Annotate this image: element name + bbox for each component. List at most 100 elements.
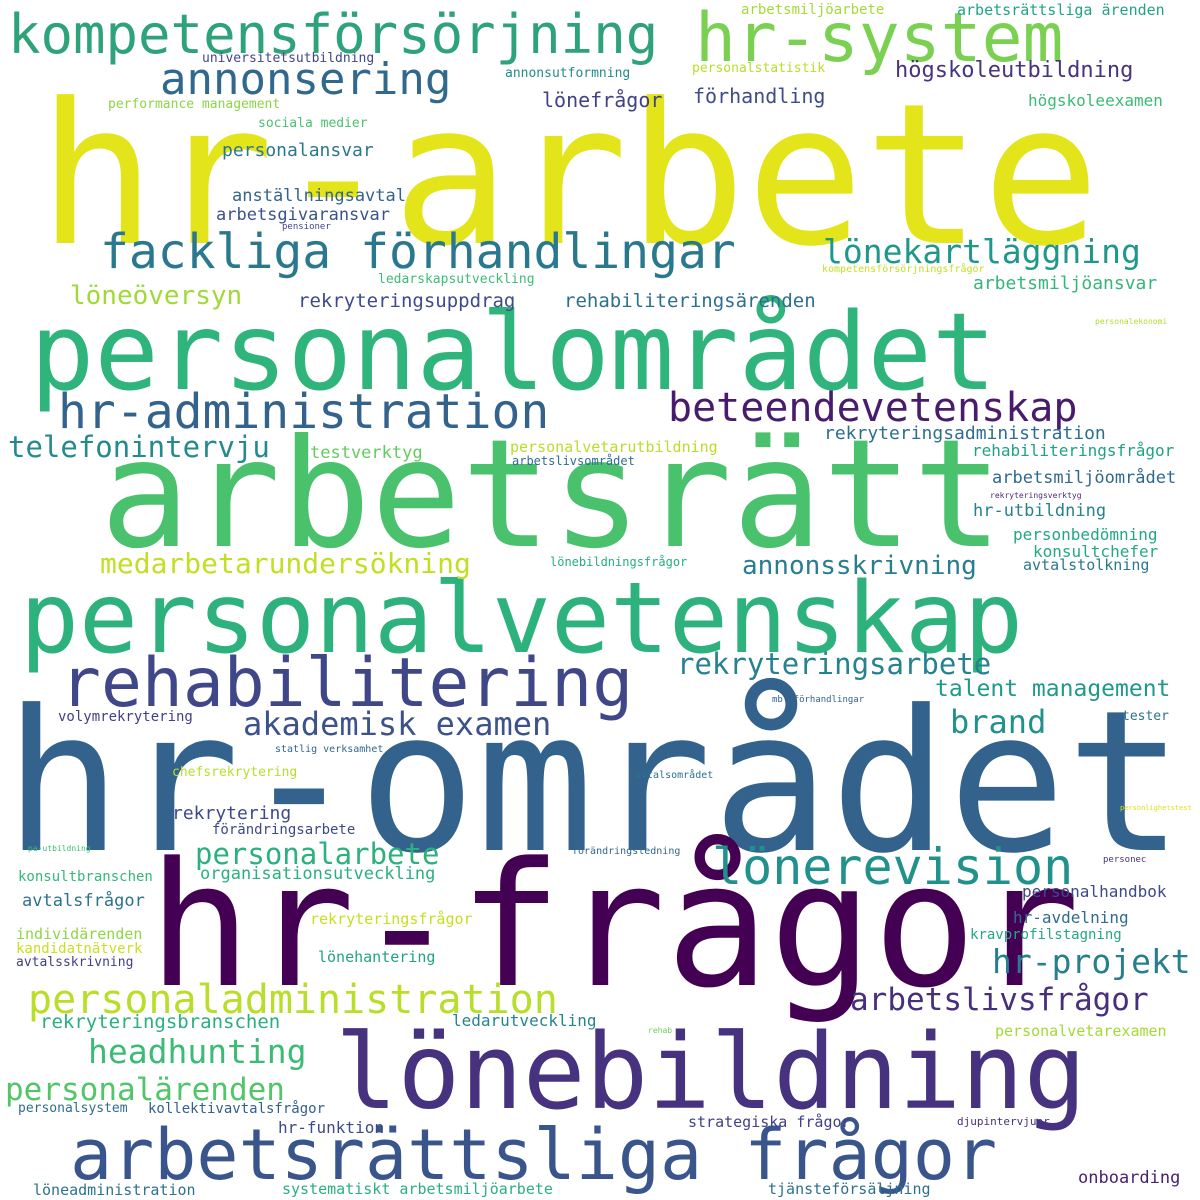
word-hr-utbildning: hr-utbildning (973, 501, 1107, 521)
word-individarenden: individärenden (16, 925, 143, 943)
word-rehab: rehab (648, 1026, 673, 1035)
word-systematiskt-arbetsmiljoarbete: systematiskt arbetsmiljöarbete (282, 1180, 553, 1198)
word-universitetsutbildning: universitetsutbildning (202, 51, 375, 66)
word-hr-arbete: hr-arbete (38, 62, 1101, 290)
word-rehabiliteringsfragor: rehabiliteringsfrågor (972, 441, 1175, 460)
word-arbetsrattsliga-arenden: arbetsrättsliga ärenden (957, 1, 1165, 19)
word-testverktyg: testverktyg (310, 443, 423, 463)
word-annonsskrivning: annonsskrivning (742, 551, 977, 581)
word-akademisk-examen: akademisk examen (243, 705, 552, 743)
word-rekryteringsuppdrag: rekryteringsuppdrag (298, 290, 516, 312)
word-personalvetenskap: personalvetenskap (20, 562, 1024, 676)
word-personalvetarutbildning: personalvetarutbildning (510, 438, 718, 456)
word-medarbetarundersokning: medarbetarundersökning (100, 547, 471, 580)
word-forhandling: förhandling (693, 84, 826, 108)
word-kravprofilstagning: kravprofilstagning (970, 927, 1122, 943)
word-hr-avdelning: hr-avdelning (1013, 908, 1129, 927)
word-arbetslivsomradet: arbetslivsområdet (512, 454, 635, 468)
word-organisationsutveckling: organisationsutveckling (200, 864, 436, 884)
word-forandringsledning: förändringsledning (572, 846, 681, 857)
word-avtalstolkning: avtalstolkning (1023, 556, 1150, 574)
word-rekryteringsadministration: rekryteringsadministration (824, 423, 1106, 444)
word-ledarutveckling: ledarutveckling (452, 1011, 597, 1030)
word-talent-management: talent management (935, 676, 1171, 702)
word-djupintervjuer: djupintervjuer (957, 1115, 1050, 1128)
word-rekrytering: rekrytering (172, 803, 292, 824)
word-fackliga-forhandlingar: fackliga förhandlingar (100, 224, 736, 280)
word-lonehantering: lönehantering (318, 948, 436, 966)
word-brand: brand (950, 703, 1047, 741)
word-tester: tester (1122, 709, 1169, 724)
word-statlig-verksamhet: statlig verksamhet (275, 744, 384, 755)
word-lonefragor: lönefrågor (542, 88, 663, 112)
word-telefonintervju: telefonintervju (8, 430, 270, 464)
word-strategiska-fragor: strategiska frågor (688, 1113, 851, 1131)
word-forandringsarbete: förändringsarbete (212, 822, 356, 838)
word-kollektivavtalsfragor: kollektivavtalsfrågor (148, 1101, 326, 1117)
word-personec: personec (1103, 855, 1147, 865)
word-personalomradet: personalområdet (30, 291, 997, 415)
word-arbetsratt: arbetsrätt (100, 408, 1004, 582)
word-rekryteringsarbete: rekryteringsarbete (677, 647, 992, 681)
word-konsultchefer: konsultchefer (1033, 542, 1159, 561)
word-hr-fragor: hr-frågor (148, 825, 1080, 1026)
word-lonebildning: lönebildning (335, 1011, 1087, 1133)
word-sociala-medier: sociala medier (258, 116, 368, 131)
word-kompetensforsorjning: kompetensförsörjning (8, 3, 659, 66)
word-pa-utbildning: pa-utbildning (28, 844, 91, 853)
word-rekryteringsfragor: rekryteringsfrågor (310, 910, 473, 928)
word-arbetsmiljoansvar: arbetsmiljöansvar (973, 273, 1158, 294)
word-annonsering: annonsering (160, 54, 452, 105)
word-personalarenden: personalärenden (5, 1072, 285, 1108)
word-hr-funktion: hr-funktion (278, 1118, 384, 1137)
word-loneoversyn: löneöversyn (70, 281, 243, 311)
word-avtalsfragor: avtalsfrågor (22, 891, 145, 911)
word-kandidatnatverk: kandidatnätverk (16, 941, 143, 957)
word-anstallningsavtal: anställningsavtal (232, 186, 406, 206)
word-personalekonomi: personalekonomi (1095, 317, 1168, 326)
word-konsultbranschen: konsultbranschen (18, 869, 153, 885)
word-performance-management: performance management (108, 97, 281, 112)
word-personalhandbok: personalhandbok (1022, 882, 1167, 901)
word-personalansvar: personalansvar (222, 140, 374, 161)
word-lonerevision: lönerevision (712, 838, 1074, 896)
word-ledarskapsutveckling: ledarskapsutveckling (378, 272, 535, 287)
word-mbl-forhandlingar: mbl-förhandlingar (772, 695, 865, 705)
word-loneadministration: löneadministration (33, 1181, 196, 1199)
word-arbetsmiljoomradet: arbetsmiljöområdet (992, 468, 1177, 488)
word-hr-administration: hr-administration (58, 384, 550, 440)
word-kompetensforsorjningsfragor: kompetensförsörjningsfrågor (822, 264, 985, 275)
word-arbetslivsfragor: arbetslivsfrågor (850, 982, 1149, 1018)
word-hr-system: hr-system (695, 0, 1064, 78)
word-hr-projekt: hr-projekt (992, 942, 1191, 981)
word-rehabiliteringsarenden: rehabiliteringsärenden (564, 290, 816, 312)
word-personalstatistik: personalstatistik (692, 61, 826, 76)
word-headhunting: headhunting (88, 1032, 307, 1071)
word-personlighetstest: personlighetstest (1120, 804, 1192, 812)
word-arbetsrattsliga-fragor: arbetsrättsliga frågor (70, 1114, 998, 1196)
word-arbetsgivaransvar: arbetsgivaransvar (216, 205, 390, 225)
word-volymrekrytering: volymrekrytering (58, 709, 193, 725)
word-personalvetarexamen: personalvetarexamen (995, 1022, 1167, 1040)
word-personaladministration: personaladministration (28, 977, 558, 1023)
word-pensioner: pensioner (282, 222, 331, 232)
word-arbetsmiljoarbete: arbetsmiljöarbete (741, 2, 885, 18)
word-personalarbete: personalarbete (195, 837, 440, 871)
word-lonekartlaggning: lönekartläggning (823, 232, 1141, 271)
word-hr-omradet: hr-området (4, 669, 1185, 897)
word-lonebildningsfragor: lönebildningsfrågor (550, 555, 688, 569)
word-hogskoleutbildning: högskoleutbildning (895, 58, 1134, 83)
word-avtalsskrivning: avtalsskrivning (16, 955, 134, 970)
word-rehabilitering: rehabilitering (60, 644, 634, 723)
word-personalsystem: personalsystem (18, 1101, 128, 1116)
word-onboarding: onboarding (1078, 1168, 1181, 1188)
word-rekryteringsverktyg: rekryteringsverktyg (990, 491, 1082, 500)
word-tjanSteforsaljning: tjänsteförsäljning (768, 1180, 931, 1198)
word-hogskoleexamen: högskoleexamen (1028, 91, 1163, 110)
word-personbedomning: personbedömning (1013, 525, 1158, 544)
word-beteendevetenskap: beteendevetenskap (668, 385, 1078, 431)
word-annonsutformning: annonsutformning (505, 66, 631, 81)
word-avtalsomradet: avtalsområdet (635, 770, 714, 781)
word-rekryteringsbranschen: rekryteringsbranschen (40, 1011, 281, 1033)
